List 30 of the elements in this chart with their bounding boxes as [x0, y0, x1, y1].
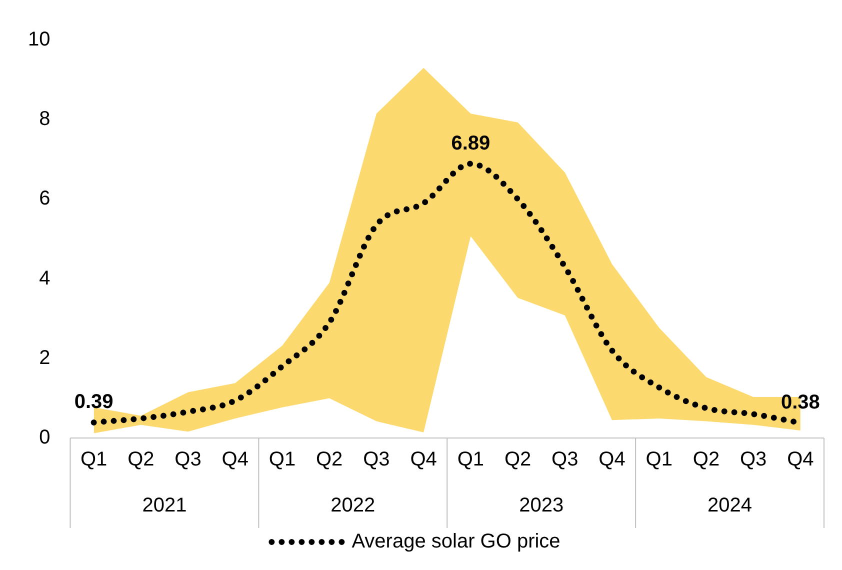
x-tick-label: Q2 — [128, 448, 154, 471]
x-tick-label: Q3 — [740, 448, 767, 471]
data-label: 0.39 — [74, 390, 114, 413]
text: 2024 — [708, 494, 752, 517]
x-tick-label: Q4 — [222, 448, 248, 471]
legend-label: Average solar GO price — [352, 530, 560, 553]
x-tick-label: Q1 — [80, 448, 108, 471]
text: 2022 — [330, 494, 376, 517]
y-tick-label: 0 — [39, 426, 50, 449]
text: 2023 — [519, 494, 564, 517]
y-tick-label: 10 — [28, 28, 50, 51]
x-tick-label: Q4 — [598, 448, 626, 471]
x-tick-label: Q1 — [457, 448, 484, 471]
x-tick-label: Q3 — [363, 448, 390, 471]
data-label: 6.89 — [451, 132, 490, 154]
y-tick-label: 6 — [39, 188, 50, 210]
x-tick-label: Q4 — [787, 448, 814, 471]
x-tick-label: Q3 — [174, 448, 202, 471]
text: 2021 — [142, 494, 187, 517]
x-tick-label: Q2 — [692, 448, 720, 471]
data-label: 0.38 — [780, 391, 820, 414]
x-tick-label: Q3 — [552, 448, 578, 471]
x-tick-label: Q1 — [646, 448, 672, 471]
y-tick-label: 8 — [39, 108, 50, 130]
x-tick-label: Q4 — [410, 448, 437, 471]
x-tick-label: Q2 — [504, 448, 532, 471]
x-tick-label: Q1 — [268, 448, 296, 471]
y-tick-label: 2 — [39, 346, 50, 369]
y-tick-label: 4 — [39, 267, 50, 290]
x-tick-label: Q2 — [316, 448, 343, 471]
